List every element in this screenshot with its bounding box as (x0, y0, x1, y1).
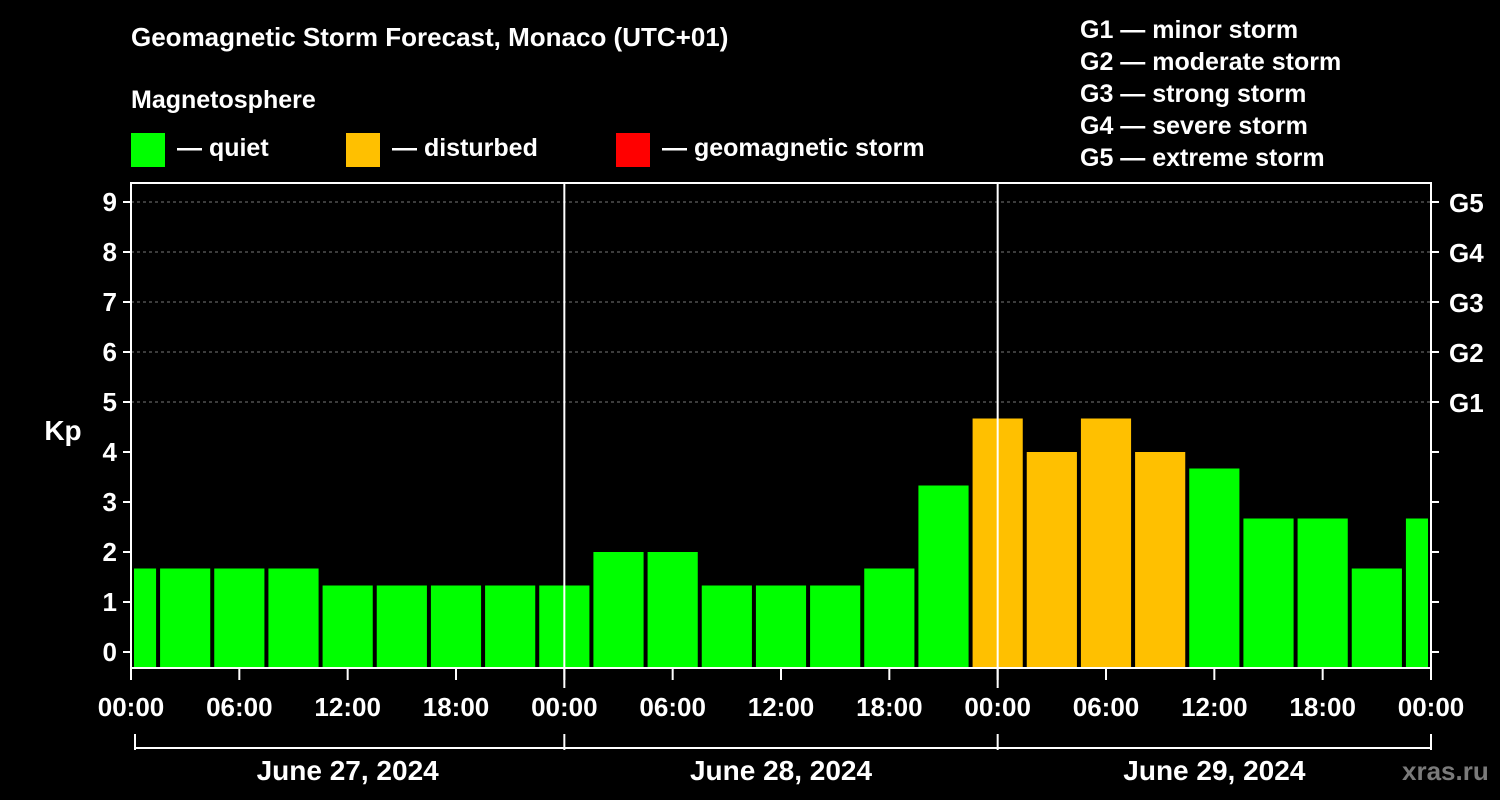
storm-level-list: G1 — minor storm G2 — moderate storm G3 … (1080, 14, 1341, 174)
kp-bar-13 (810, 585, 861, 668)
y-axis-label: Kp (44, 415, 81, 446)
storm-level-g3: G3 — strong storm (1080, 80, 1307, 108)
legend-swatch-quiet (131, 133, 165, 167)
day-label-0: June 27, 2024 (257, 755, 440, 786)
kp-bar-17 (1026, 452, 1077, 668)
y-tick-label-4: 4 (103, 437, 118, 467)
kp-bar-4 (322, 585, 373, 668)
g-level-label-g1: G1 (1449, 388, 1484, 418)
kp-bar-12 (755, 585, 807, 668)
kp-bar-11 (701, 585, 752, 668)
kp-bar-20 (1189, 468, 1240, 668)
x-tick-label-5: 06:00 (639, 692, 706, 722)
kp-bar-22 (1297, 518, 1348, 668)
legend-label-quiet: — quiet (177, 134, 269, 162)
g-level-label-g3: G3 (1449, 288, 1484, 318)
kp-bar-5 (376, 585, 427, 668)
kp-bar-19 (1135, 452, 1186, 668)
kp-bar-14 (864, 568, 915, 668)
kp-bar-23 (1351, 568, 1402, 668)
kp-bar-6 (430, 585, 482, 668)
x-tick-label-9: 06:00 (1073, 692, 1140, 722)
g-level-label-g5: G5 (1449, 188, 1484, 218)
x-tick-label-6: 12:00 (748, 692, 815, 722)
legend-swatch-disturbed (346, 133, 380, 167)
y-tick-label-9: 9 (103, 187, 117, 217)
x-tick-label-11: 18:00 (1289, 692, 1356, 722)
x-tick-label-1: 06:00 (206, 692, 273, 722)
y-tick-label-7: 7 (103, 287, 117, 317)
y-tick-label-3: 3 (103, 487, 117, 517)
storm-level-g2: G2 — moderate storm (1080, 48, 1342, 76)
g-level-label-g2: G2 (1449, 338, 1484, 368)
y-tick-label-1: 1 (103, 587, 117, 617)
day-label-2: June 29, 2024 (1123, 755, 1306, 786)
x-tick-label-2: 12:00 (314, 692, 381, 722)
x-tick-label-3: 18:00 (423, 692, 490, 722)
x-tick-label-0: 00:00 (98, 692, 165, 722)
kp-bar-3 (268, 568, 319, 668)
chart-subtitle: Magnetosphere (131, 86, 316, 114)
storm-level-g4: G4 — severe storm (1080, 112, 1308, 140)
x-tick-label-12: 00:00 (1398, 692, 1465, 722)
y-tick-label-2: 2 (103, 537, 117, 567)
y-tick-label-6: 6 (103, 337, 117, 367)
kp-bar-1 (160, 568, 211, 668)
legend-swatch-storm (616, 133, 650, 167)
storm-level-g1: G1 — minor storm (1080, 16, 1299, 44)
storm-level-g5: G5 — extreme storm (1080, 144, 1325, 172)
x-tick-label-8: 00:00 (964, 692, 1031, 722)
kp-bar-15 (918, 485, 969, 668)
x-tick-label-10: 12:00 (1181, 692, 1248, 722)
kp-bar-18 (1080, 418, 1132, 668)
kp-bar-7 (485, 585, 536, 668)
kp-bar-21 (1243, 518, 1294, 668)
kp-bar-24 (1405, 518, 1428, 668)
day-label-1: June 28, 2024 (690, 755, 873, 786)
y-tick-label-0: 0 (103, 637, 117, 667)
x-tick-label-4: 00:00 (531, 692, 598, 722)
kp-bar-0 (134, 568, 157, 668)
kp-bar-9 (593, 552, 644, 668)
legend-label-storm: — geomagnetic storm (662, 134, 925, 162)
watermark: xras.ru (1402, 756, 1489, 786)
y-tick-label-5: 5 (103, 387, 117, 417)
kp-bar-10 (647, 552, 698, 668)
y-tick-label-8: 8 (103, 237, 117, 267)
chart-title: Geomagnetic Storm Forecast, Monaco (UTC+… (131, 22, 729, 52)
x-tick-label-7: 18:00 (856, 692, 923, 722)
kp-bar-2 (214, 568, 265, 668)
legend-label-disturbed: — disturbed (392, 134, 538, 162)
g-level-label-g4: G4 (1449, 238, 1484, 268)
